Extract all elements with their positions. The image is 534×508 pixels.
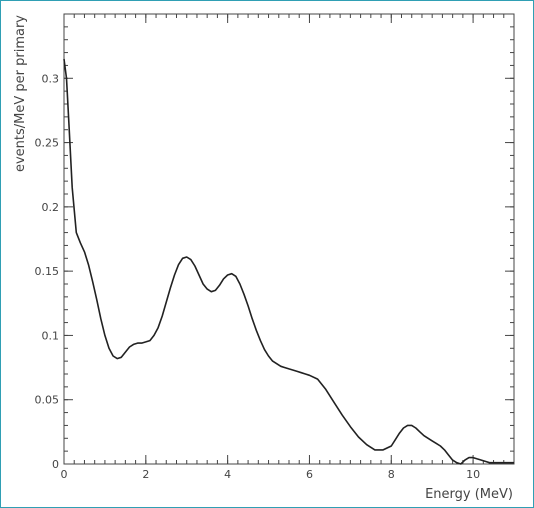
series-line	[63, 58, 514, 465]
x-tick-label: 0	[61, 468, 68, 481]
minor-ticks	[63, 13, 515, 465]
x-tick-label: 2	[142, 468, 149, 481]
series-group	[63, 58, 514, 465]
y-tick-label: 0.05	[35, 394, 60, 407]
y-tick-label: 0.3	[42, 72, 60, 85]
y-axis-label: events/MeV per primary	[13, 15, 28, 172]
major-ticks	[63, 14, 514, 465]
tick-labels: 0 2 4 6 8 10 0 0.05 0.1 0.15 0.2 0.25 0.3	[35, 72, 481, 481]
x-tick-label: 10	[466, 468, 480, 481]
y-tick-label: 0.25	[35, 137, 60, 150]
plot-area-frame	[63, 13, 515, 465]
x-axis-label: Energy (MeV)	[425, 487, 513, 502]
y-tick-label: 0.1	[42, 329, 60, 342]
x-tick-label: 4	[224, 468, 231, 481]
x-tick-label: 6	[306, 468, 313, 481]
y-tick-label: 0.15	[35, 265, 60, 278]
y-tick-label: 0.2	[42, 201, 60, 214]
y-tick-label: 0	[52, 458, 59, 471]
x-tick-label: 8	[388, 468, 395, 481]
